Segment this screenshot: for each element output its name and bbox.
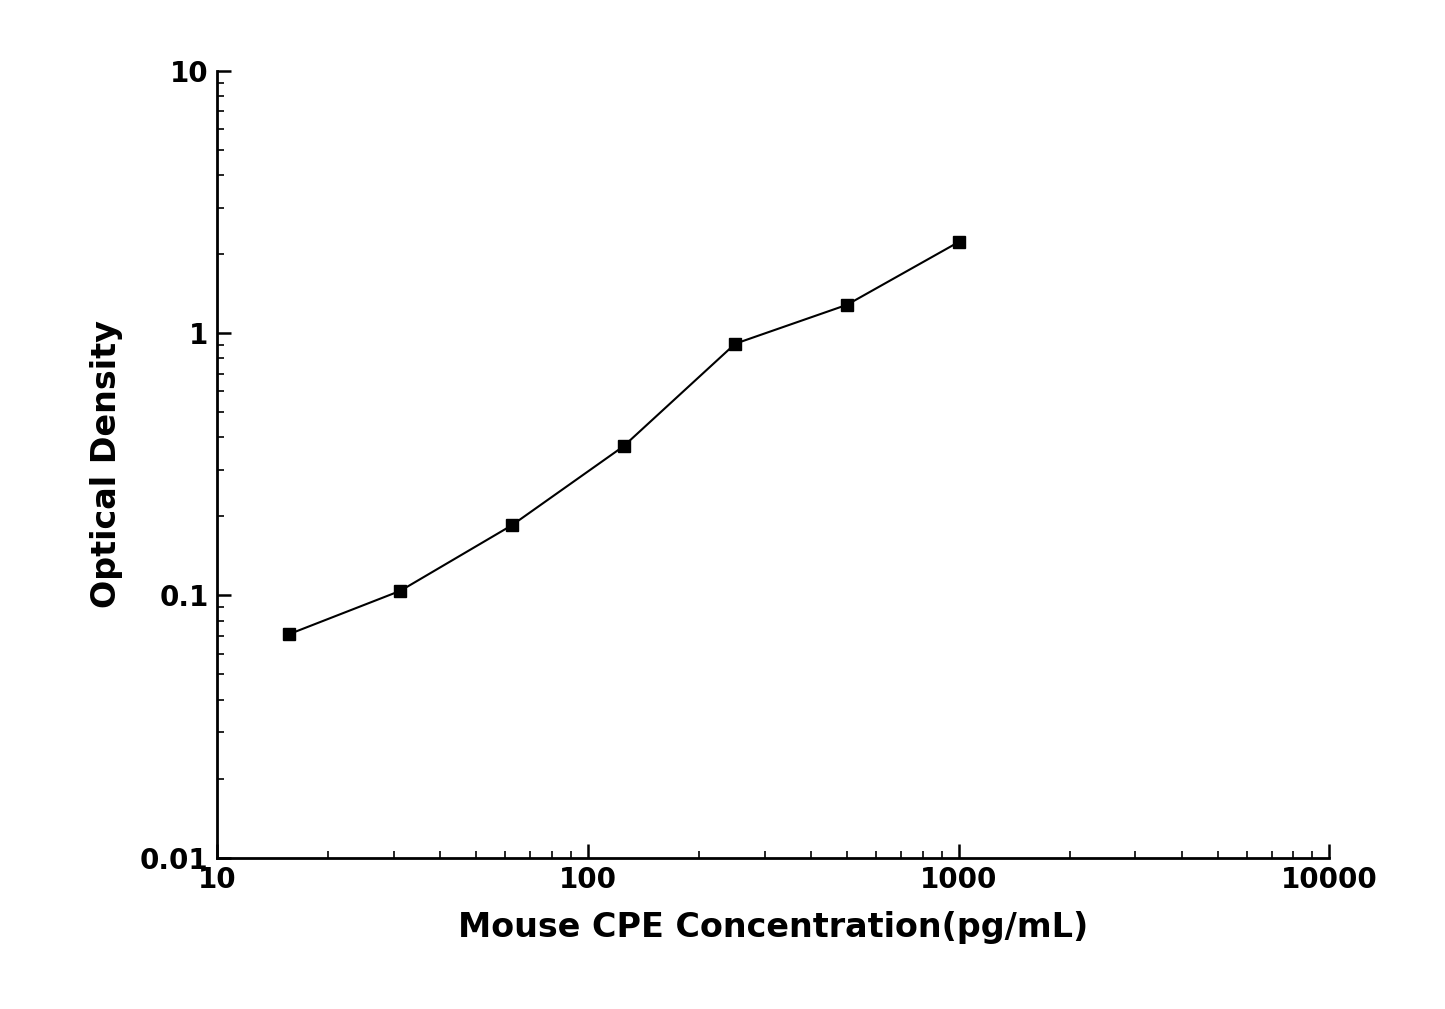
X-axis label: Mouse CPE Concentration(pg/mL): Mouse CPE Concentration(pg/mL): [458, 911, 1088, 943]
Y-axis label: Optical Density: Optical Density: [90, 320, 123, 608]
